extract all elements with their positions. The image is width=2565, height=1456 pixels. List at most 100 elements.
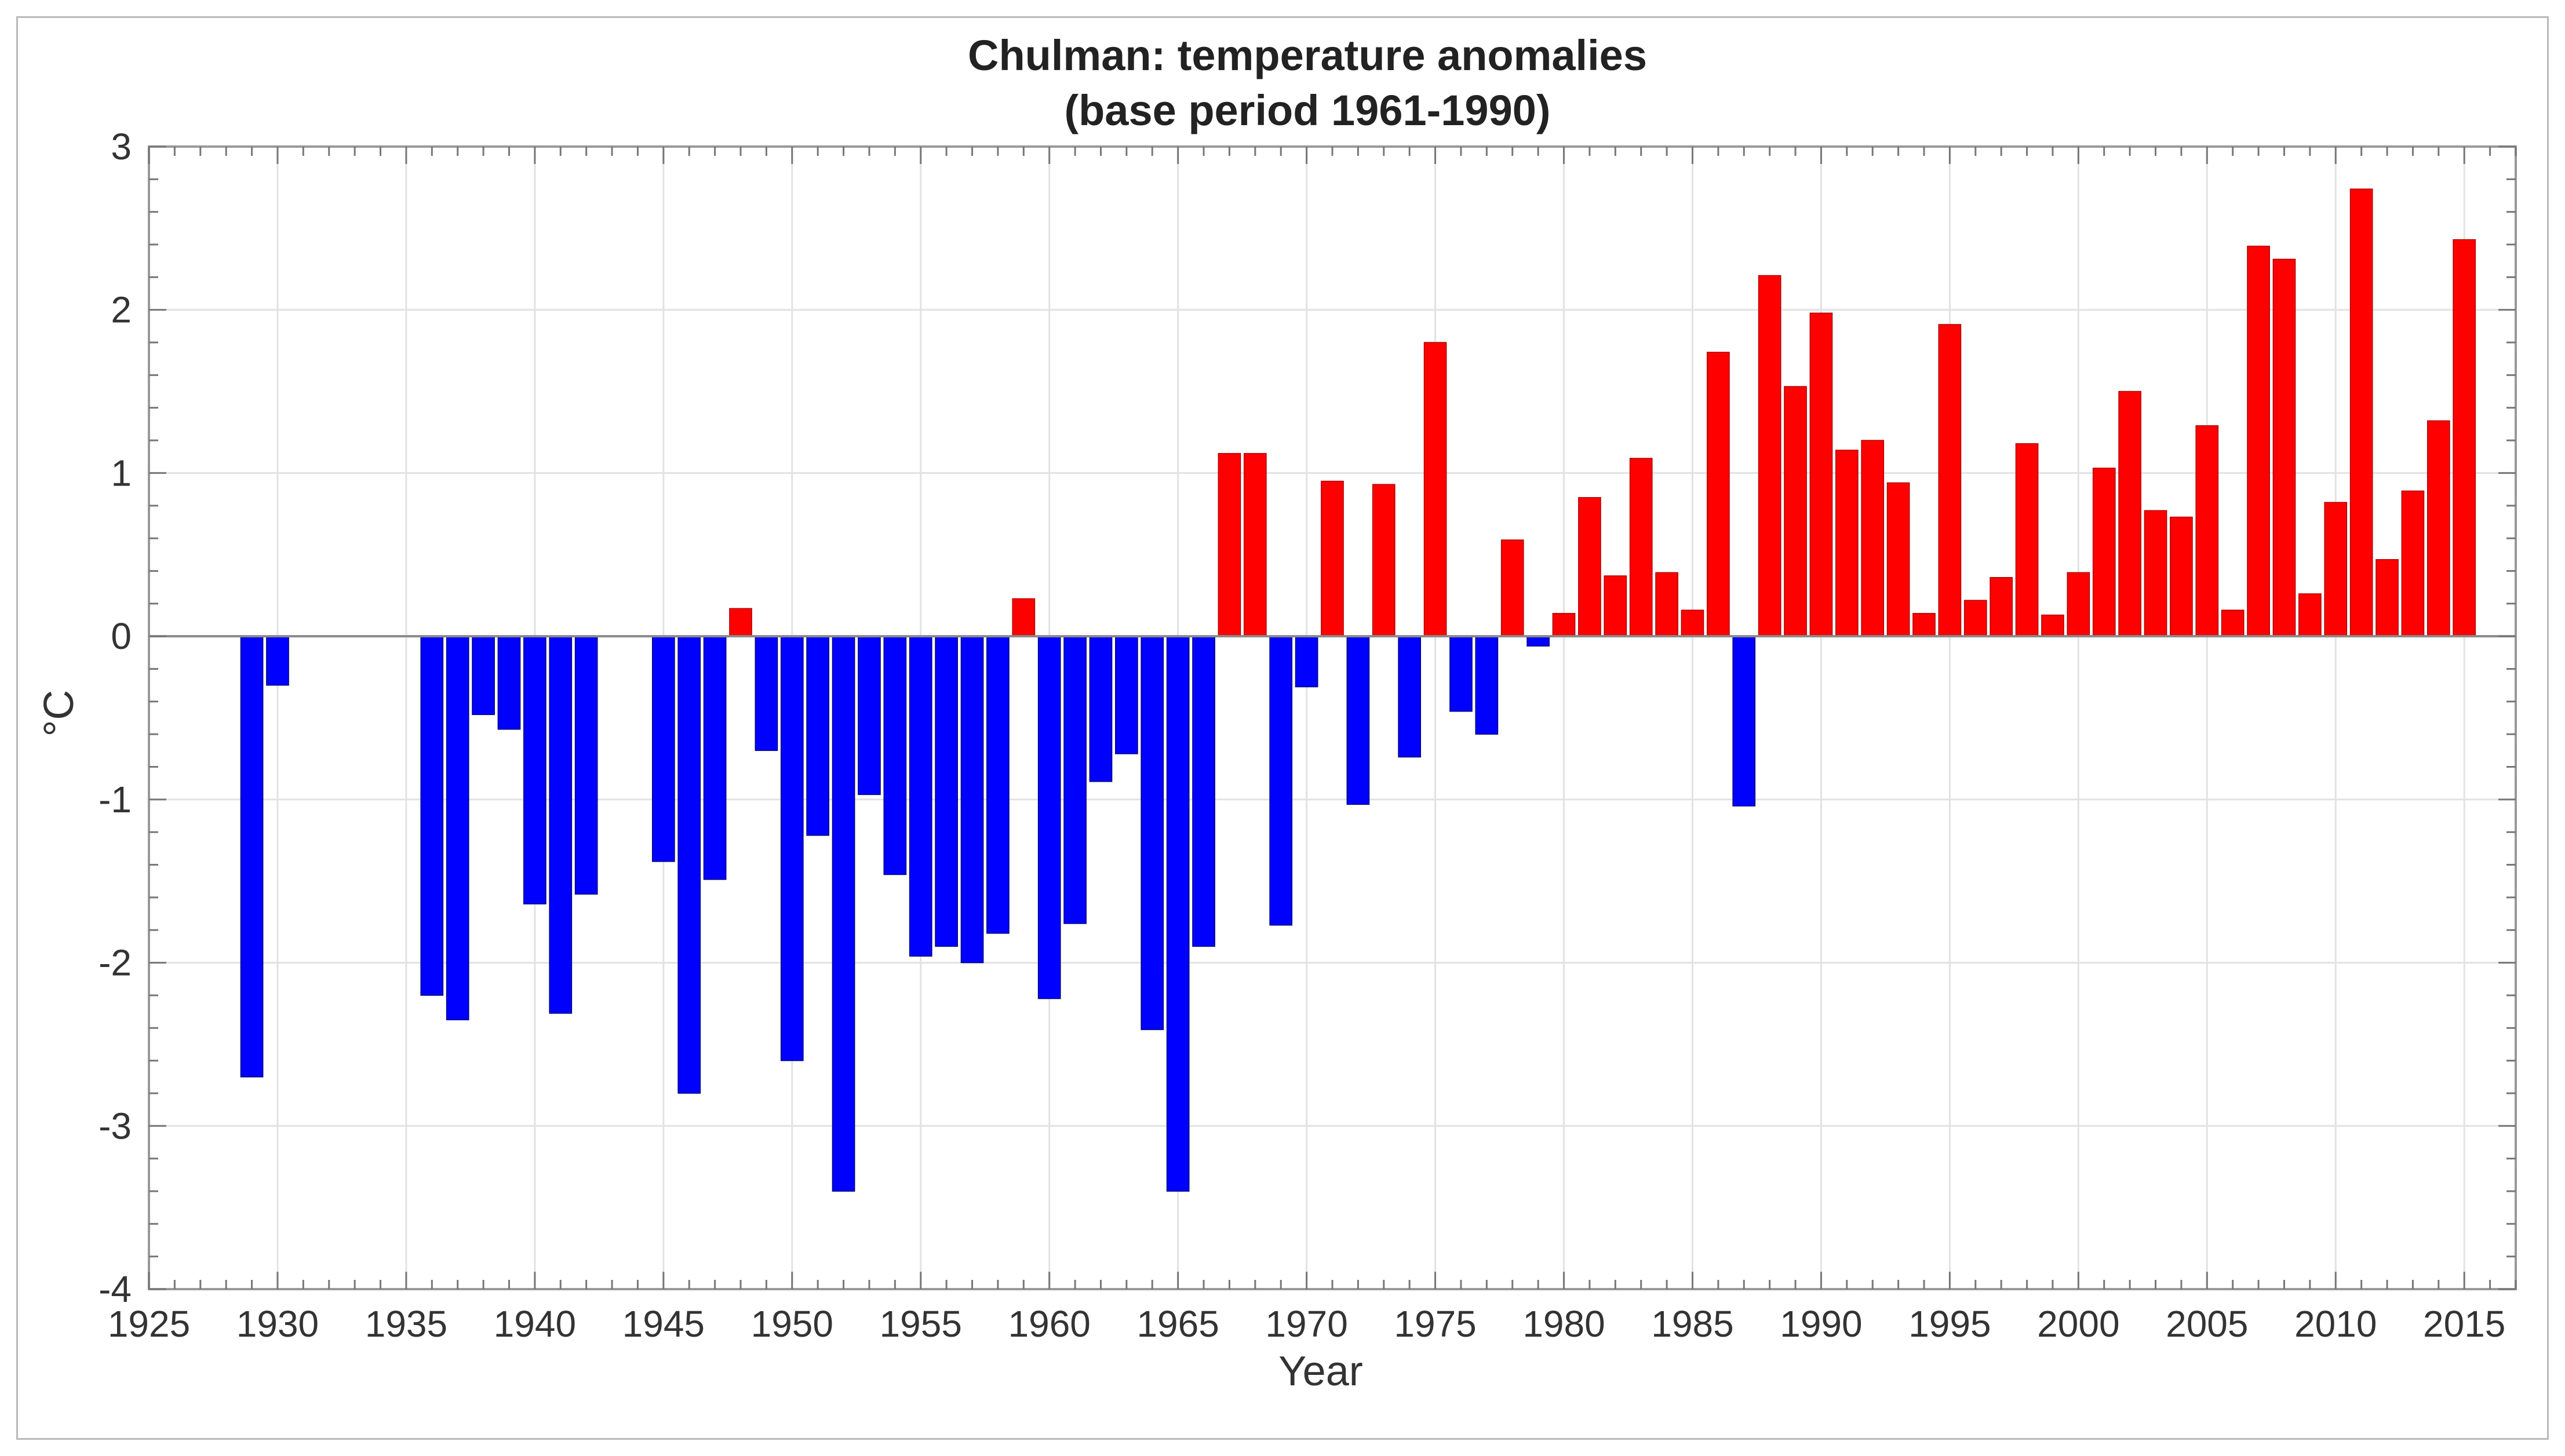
bar-1970 [1295, 636, 1318, 688]
bar-2015 [2453, 239, 2476, 637]
bar-1982 [1604, 575, 1627, 637]
bar-1956 [935, 636, 958, 947]
bar-1960 [1037, 636, 1061, 999]
bar-1984 [1655, 572, 1678, 637]
bar-2013 [2401, 490, 2425, 637]
bar-1959 [1012, 598, 1036, 637]
bar-1979 [1526, 636, 1550, 647]
bar-1990 [1809, 312, 1833, 637]
x-tick-label: 2000 [2037, 1303, 2119, 1345]
bar-1953 [858, 636, 881, 795]
bar-2012 [2375, 559, 2399, 637]
bar-1961 [1063, 636, 1087, 924]
bar-1988 [1758, 275, 1781, 637]
x-tick-label: 1970 [1265, 1303, 1347, 1345]
bar-1941 [549, 636, 573, 1014]
bar-1996 [1963, 600, 1987, 637]
bar-2006 [2221, 610, 2245, 637]
bar-2007 [2247, 246, 2270, 637]
bar-1958 [986, 636, 1010, 934]
x-tick-label: 1990 [1780, 1303, 1862, 1345]
bar-1997 [1990, 576, 2013, 637]
y-tick-label: 3 [111, 126, 132, 167]
bar-1930 [266, 636, 289, 686]
bar-1967 [1218, 453, 1241, 637]
bar-1992 [1861, 440, 1885, 637]
x-tick-label: 2010 [2294, 1303, 2377, 1345]
bar-1989 [1784, 386, 1807, 637]
x-tick-label: 2005 [2166, 1303, 2248, 1345]
x-tick-label: 1975 [1394, 1303, 1476, 1345]
bar-2008 [2272, 258, 2296, 637]
x-tick-label: 1925 [108, 1303, 190, 1345]
bar-2003 [2144, 510, 2167, 637]
x-tick-label: 1995 [1908, 1303, 1991, 1345]
bar-1947 [703, 636, 727, 880]
x-tick-label: 1985 [1651, 1303, 1733, 1345]
x-tick-label: 1980 [1522, 1303, 1605, 1345]
bar-1963 [1115, 636, 1138, 754]
bar-1964 [1141, 636, 1164, 1030]
bar-1952 [832, 636, 855, 1192]
bar-2001 [2092, 468, 2116, 637]
y-tick-label: -2 [99, 942, 132, 984]
x-axis-label: Year [1278, 1348, 1362, 1395]
axes [148, 145, 2517, 1290]
x-tick-label: 1950 [751, 1303, 833, 1345]
bar-1969 [1269, 636, 1293, 926]
x-tick-label: 1945 [622, 1303, 705, 1345]
bar-1939 [497, 636, 521, 730]
bar-1995 [1938, 324, 1962, 637]
chart-title: Chulman: temperature anomalies [968, 31, 1647, 79]
x-tick-label: 1940 [494, 1303, 576, 1345]
bar-1929 [240, 636, 264, 1078]
tick-labels: 1925 1930 1935 1940 1945 1950 1955 1960 1965 1970… [99, 126, 2505, 1345]
chart-subtitle: (base period 1961-1990) [1064, 86, 1550, 134]
bar-1957 [960, 636, 984, 964]
bar-2014 [2426, 420, 2450, 637]
bar-1980 [1552, 612, 1576, 637]
bar-1940 [523, 636, 546, 904]
bar-1948 [729, 608, 752, 637]
bar-1965 [1166, 636, 1190, 1192]
bar-1945 [651, 636, 675, 862]
x-tick-label: 2015 [2423, 1303, 2505, 1345]
bar-1942 [574, 636, 598, 895]
bar-2004 [2170, 516, 2193, 637]
bar-2002 [2118, 391, 2141, 637]
bar-1966 [1192, 636, 1215, 947]
bar-1998 [2015, 443, 2039, 637]
bar-1981 [1578, 497, 1601, 637]
bar-1974 [1398, 636, 1422, 758]
bar-1937 [446, 636, 469, 1020]
bar-1994 [1912, 612, 1936, 637]
x-tick-label: 1960 [1008, 1303, 1091, 1345]
bar-1987 [1732, 636, 1756, 807]
y-tick-label: 2 [111, 289, 132, 331]
y-tick-label: -1 [99, 779, 132, 820]
bar-1973 [1372, 484, 1396, 637]
bar-1971 [1321, 480, 1344, 637]
bar-1954 [883, 636, 907, 875]
bar-1978 [1500, 539, 1524, 637]
bar-1936 [420, 636, 444, 996]
bar-1977 [1475, 636, 1499, 735]
x-tick-label: 1955 [880, 1303, 962, 1345]
bar-1976 [1449, 636, 1473, 712]
bar-2005 [2195, 425, 2219, 637]
figure-frame: 1925 1930 1935 1940 1945 1950 1955 1960 1965 1970… [16, 16, 2549, 1440]
bar-1986 [1707, 352, 1730, 637]
bar-1975 [1423, 342, 1447, 637]
bar-2011 [2349, 188, 2373, 637]
bar-1985 [1681, 610, 1704, 637]
bar-1993 [1886, 482, 1910, 637]
x-tick-label: 1965 [1136, 1303, 1219, 1345]
bar-1949 [755, 636, 778, 751]
temperature-anomaly-chart: 1925 1930 1935 1940 1945 1950 1955 1960 1965 1970… [36, 31, 2517, 1395]
bar-1951 [806, 636, 830, 836]
bar-series [240, 188, 2476, 1192]
y-axis-label: °C [36, 690, 82, 737]
bar-2009 [2298, 593, 2322, 637]
y-tick-label: 0 [111, 615, 132, 657]
bar-1950 [780, 636, 804, 1061]
